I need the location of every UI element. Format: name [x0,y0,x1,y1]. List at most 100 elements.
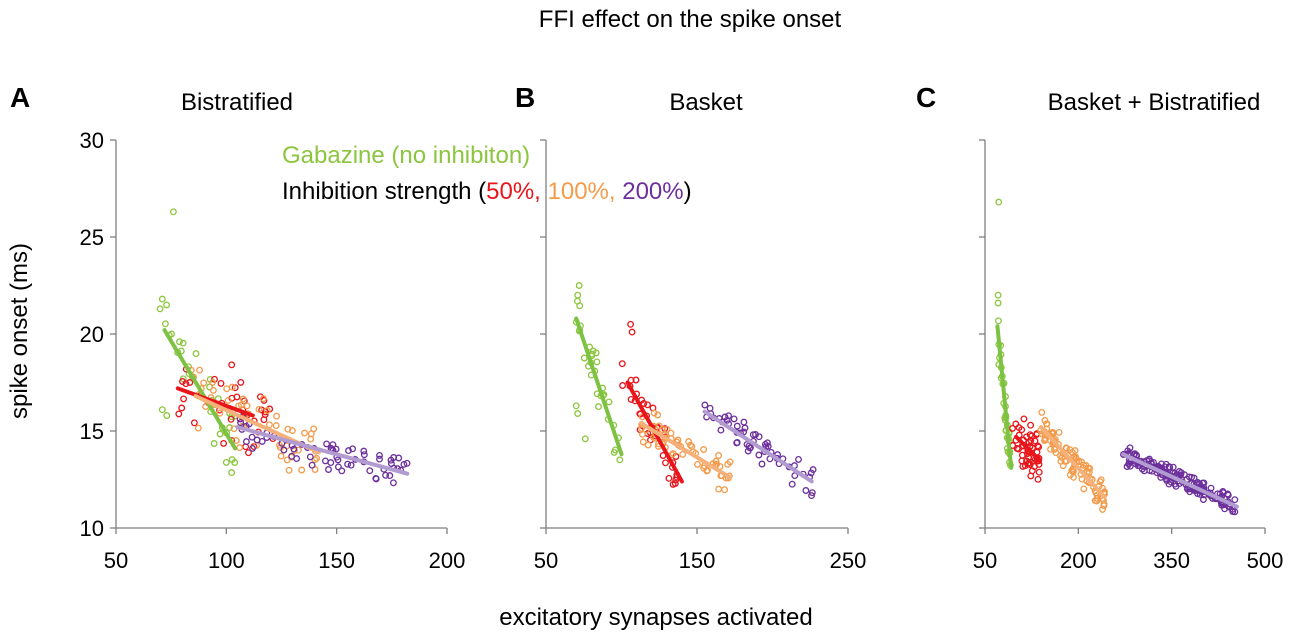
fit-line [1014,434,1042,463]
data-point [280,446,288,454]
fit-line [574,316,624,457]
data-point [627,395,635,403]
data-point [231,384,239,392]
data-point [1043,420,1051,428]
data-point [1172,482,1180,490]
data-point [595,403,602,411]
data-point [733,422,741,430]
data-point [1207,484,1215,492]
data-point [228,361,236,369]
x-tick-label: 150 [318,548,355,573]
data-point [574,410,582,417]
x-tick-label: 200 [1060,548,1097,573]
data-point [1218,501,1226,509]
data-point [334,456,342,464]
data-point [694,460,701,468]
data-point [619,382,627,389]
data-point [740,418,748,426]
data-point [301,429,308,437]
fit-line [175,386,255,418]
data-point [232,437,240,444]
data-point [581,435,589,443]
data-point [639,438,647,446]
data-point [1131,450,1139,458]
data-point [616,456,624,464]
data-point [277,452,285,460]
data-point [226,424,233,432]
x-axis-label: excitatory synapses activated [499,604,813,631]
panel-letter-c: C [916,82,936,113]
x-tick-label: 500 [1247,548,1284,573]
legend-200: 200% [622,178,683,205]
data-point [194,424,202,432]
y-tick-label: 10 [80,516,104,541]
data-point [1023,450,1031,458]
figure-title: FFI effect on the spike onset [539,6,842,33]
data-point [1018,426,1026,434]
data-point [802,487,810,494]
legend-prefix: Inhibition strength ( [282,178,486,205]
data-point [755,451,763,459]
data-point [745,442,753,450]
data-point [360,447,368,455]
data-point [1066,471,1074,479]
data-point [663,425,671,433]
data-point [627,320,635,328]
data-point [389,479,397,487]
data-point [788,480,796,488]
data-point [994,291,1002,299]
data-point [1056,452,1064,459]
y-axis-label: spike onset (ms) [6,243,33,419]
data-point [795,455,802,463]
data-point [387,456,395,464]
data-point [169,208,177,216]
x-tick-label: 200 [429,548,466,573]
data-point [573,297,581,305]
data-point [345,447,352,455]
data-point [1019,462,1027,470]
fit-line [162,328,238,451]
data-point [253,436,261,444]
data-point [338,467,346,475]
data-point [349,445,357,453]
data-point [575,282,583,289]
data-point [186,379,194,386]
data-point [1157,473,1165,481]
data-point [366,467,374,475]
data-point [669,480,677,488]
data-point [243,402,251,410]
data-point [994,299,1002,307]
data-point [163,301,171,309]
data-point [245,449,252,457]
data-point [220,439,228,447]
data-point [1027,472,1035,480]
data-point [284,425,292,433]
x-tick-label: 150 [679,548,716,573]
data-point [730,415,738,423]
data-point [308,461,316,469]
data-point [715,485,723,493]
data-point [255,405,263,413]
data-point [200,379,208,387]
data-point [715,452,723,459]
y-tick-label: 20 [80,322,104,347]
data-point [589,347,597,355]
data-point [248,433,256,441]
data-point [334,463,342,471]
data-point [644,401,651,409]
data-point [650,409,658,417]
data-point [1025,439,1033,446]
data-point [236,444,244,452]
data-point [632,376,640,384]
fit-line [639,421,733,480]
x-tick-label: 250 [830,548,867,573]
data-point [176,338,183,346]
data-point [227,415,235,423]
data-point [294,446,302,454]
panel-b-title: Basket [669,89,743,116]
data-point [740,428,748,436]
panel-letter-a: A [10,82,30,113]
data-point [249,444,256,452]
data-point [1145,455,1153,463]
x-tick-label: 100 [208,548,245,573]
